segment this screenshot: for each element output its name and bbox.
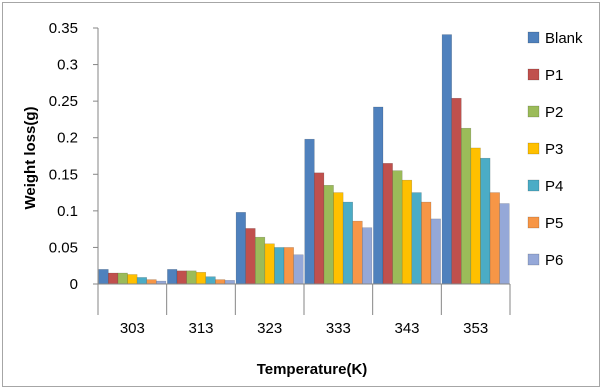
legend-swatch-p1 [527,68,540,81]
bar-p5-313 [215,279,226,285]
bar-p6-333 [362,227,373,285]
x-tick-labels: 303 313 323 333 343 353 [120,320,488,337]
bar-blank-343 [373,106,384,285]
bar-p1-343 [382,163,393,285]
legend-swatch-p2 [527,105,540,118]
legend: Blank P1 P2 P3 P4 P5 P6 [527,30,583,269]
bar-blank-303 [98,269,109,285]
bar-p3-333 [333,192,344,285]
bar-p3-353 [470,147,481,285]
bar-p5-323 [283,247,294,285]
legend-swatch-p4 [527,179,540,192]
bar-p1-313 [176,270,187,285]
bar-p5-343 [421,201,432,285]
y-tick-label: 0.1 [57,203,78,220]
legend-swatch-p3 [527,142,540,155]
bar-p4-303 [136,277,147,285]
bar-p6-313 [224,280,235,285]
bar-p4-353 [480,157,491,285]
legend-label-p1: P1 [545,67,563,84]
bar-p6-353 [499,203,510,285]
bar-p3-303 [127,274,138,285]
legend-label-p6: P6 [545,252,563,269]
axes-group [93,27,511,315]
y-axis-title: Weight loss(g) [22,106,39,209]
bar-blank-313 [167,269,178,285]
bar-blank-323 [235,212,246,285]
bar-p2-333 [323,185,334,285]
y-tick-label: 0.15 [49,166,78,183]
bar-p1-323 [245,228,256,285]
bar-p4-313 [205,276,216,285]
x-axis-title: Temperature(K) [257,361,368,378]
legend-swatch-blank [527,31,540,44]
y-tick-label: 0 [70,276,78,293]
x-tick-label: 323 [257,320,282,337]
legend-label-blank: Blank [545,30,583,47]
bars-group [98,34,510,285]
legend-swatch-p5 [527,216,540,229]
chart-frame [2,2,600,387]
bar-p6-343 [430,218,441,285]
legend-swatch-p6 [527,253,540,266]
legend-label-p3: P3 [545,141,563,158]
bar-p2-303 [117,272,128,285]
bar-p4-333 [342,201,353,285]
bar-p5-353 [489,192,500,285]
bar-p3-313 [195,272,207,285]
x-tick-label: 343 [394,320,419,337]
bar-blank-333 [304,138,315,285]
bar-p4-323 [274,247,285,285]
x-tick-label: 333 [326,320,351,337]
y-tick-labels: 0 0.05 0.1 0.15 0.2 0.25 0.3 0.35 [49,20,78,293]
bar-p1-303 [108,272,119,285]
bar-p5-303 [146,279,157,285]
bar-p2-313 [186,270,197,285]
bar-p6-323 [293,254,304,285]
bar-p2-353 [461,127,472,285]
bar-p1-333 [314,172,325,285]
y-tick-label: 0.05 [49,239,78,256]
bar-blank-353 [441,34,452,285]
bar-p3-323 [264,243,275,285]
x-tick-label: 303 [120,320,145,337]
x-tick-label: 313 [188,320,213,337]
y-tick-label: 0.2 [57,130,78,147]
legend-label-p2: P2 [545,104,563,121]
bar-p1-353 [451,97,462,285]
bar-p2-343 [392,170,403,285]
x-tick-label: 353 [463,320,488,337]
legend-label-p4: P4 [545,178,563,195]
bar-p3-343 [401,179,413,285]
y-tick-label: 0.3 [57,57,78,74]
bar-p5-333 [352,220,363,285]
y-tick-label: 0.25 [49,93,78,110]
bar-p4-343 [411,192,422,285]
y-tick-label: 0.35 [49,20,78,37]
bar-p2-323 [255,236,266,285]
legend-label-p5: P5 [545,215,563,232]
